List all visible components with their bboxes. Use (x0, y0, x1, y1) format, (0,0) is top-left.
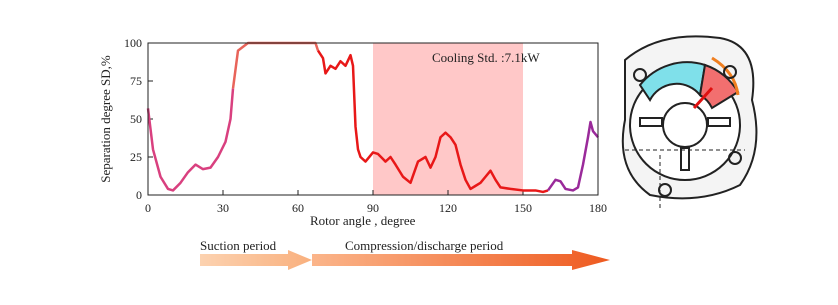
y-tick-label: 75 (130, 74, 142, 88)
line-segment (546, 120, 599, 192)
y-tick-label: 0 (136, 188, 142, 202)
x-tick-label: 30 (217, 201, 229, 215)
x-tick-label: 180 (589, 201, 607, 215)
line-segment (316, 49, 549, 194)
x-tick-label: 120 (439, 201, 457, 215)
plot-frame (147, 42, 599, 196)
y-tick-label: 25 (130, 150, 142, 164)
suction-arrow (200, 250, 312, 270)
x-tick-label: 60 (292, 201, 304, 215)
x-tick-label: 90 (367, 201, 379, 215)
x-tick-label: 150 (514, 201, 532, 215)
x-tick-label: 0 (145, 201, 151, 215)
period-label: Compression/discharge period (345, 238, 504, 253)
y-axis-label: Separation degree SD,% (98, 55, 113, 183)
plot-area: 0 25 50 75 100 0 30 60 90 120 150 180 (124, 36, 607, 215)
period-label: Suction period (200, 238, 277, 253)
y-tick-label: 50 (130, 112, 142, 126)
compressor-diagram (621, 35, 758, 208)
shaded-region (373, 43, 523, 195)
y-tick-label: 100 (124, 36, 142, 50)
line-segment (146, 88, 235, 192)
annotation: Cooling Std. :7.1kW (432, 50, 540, 65)
compression-arrow (312, 250, 610, 270)
line-segment (231, 41, 320, 89)
x-axis-label: Rotor angle , degree (310, 213, 416, 228)
